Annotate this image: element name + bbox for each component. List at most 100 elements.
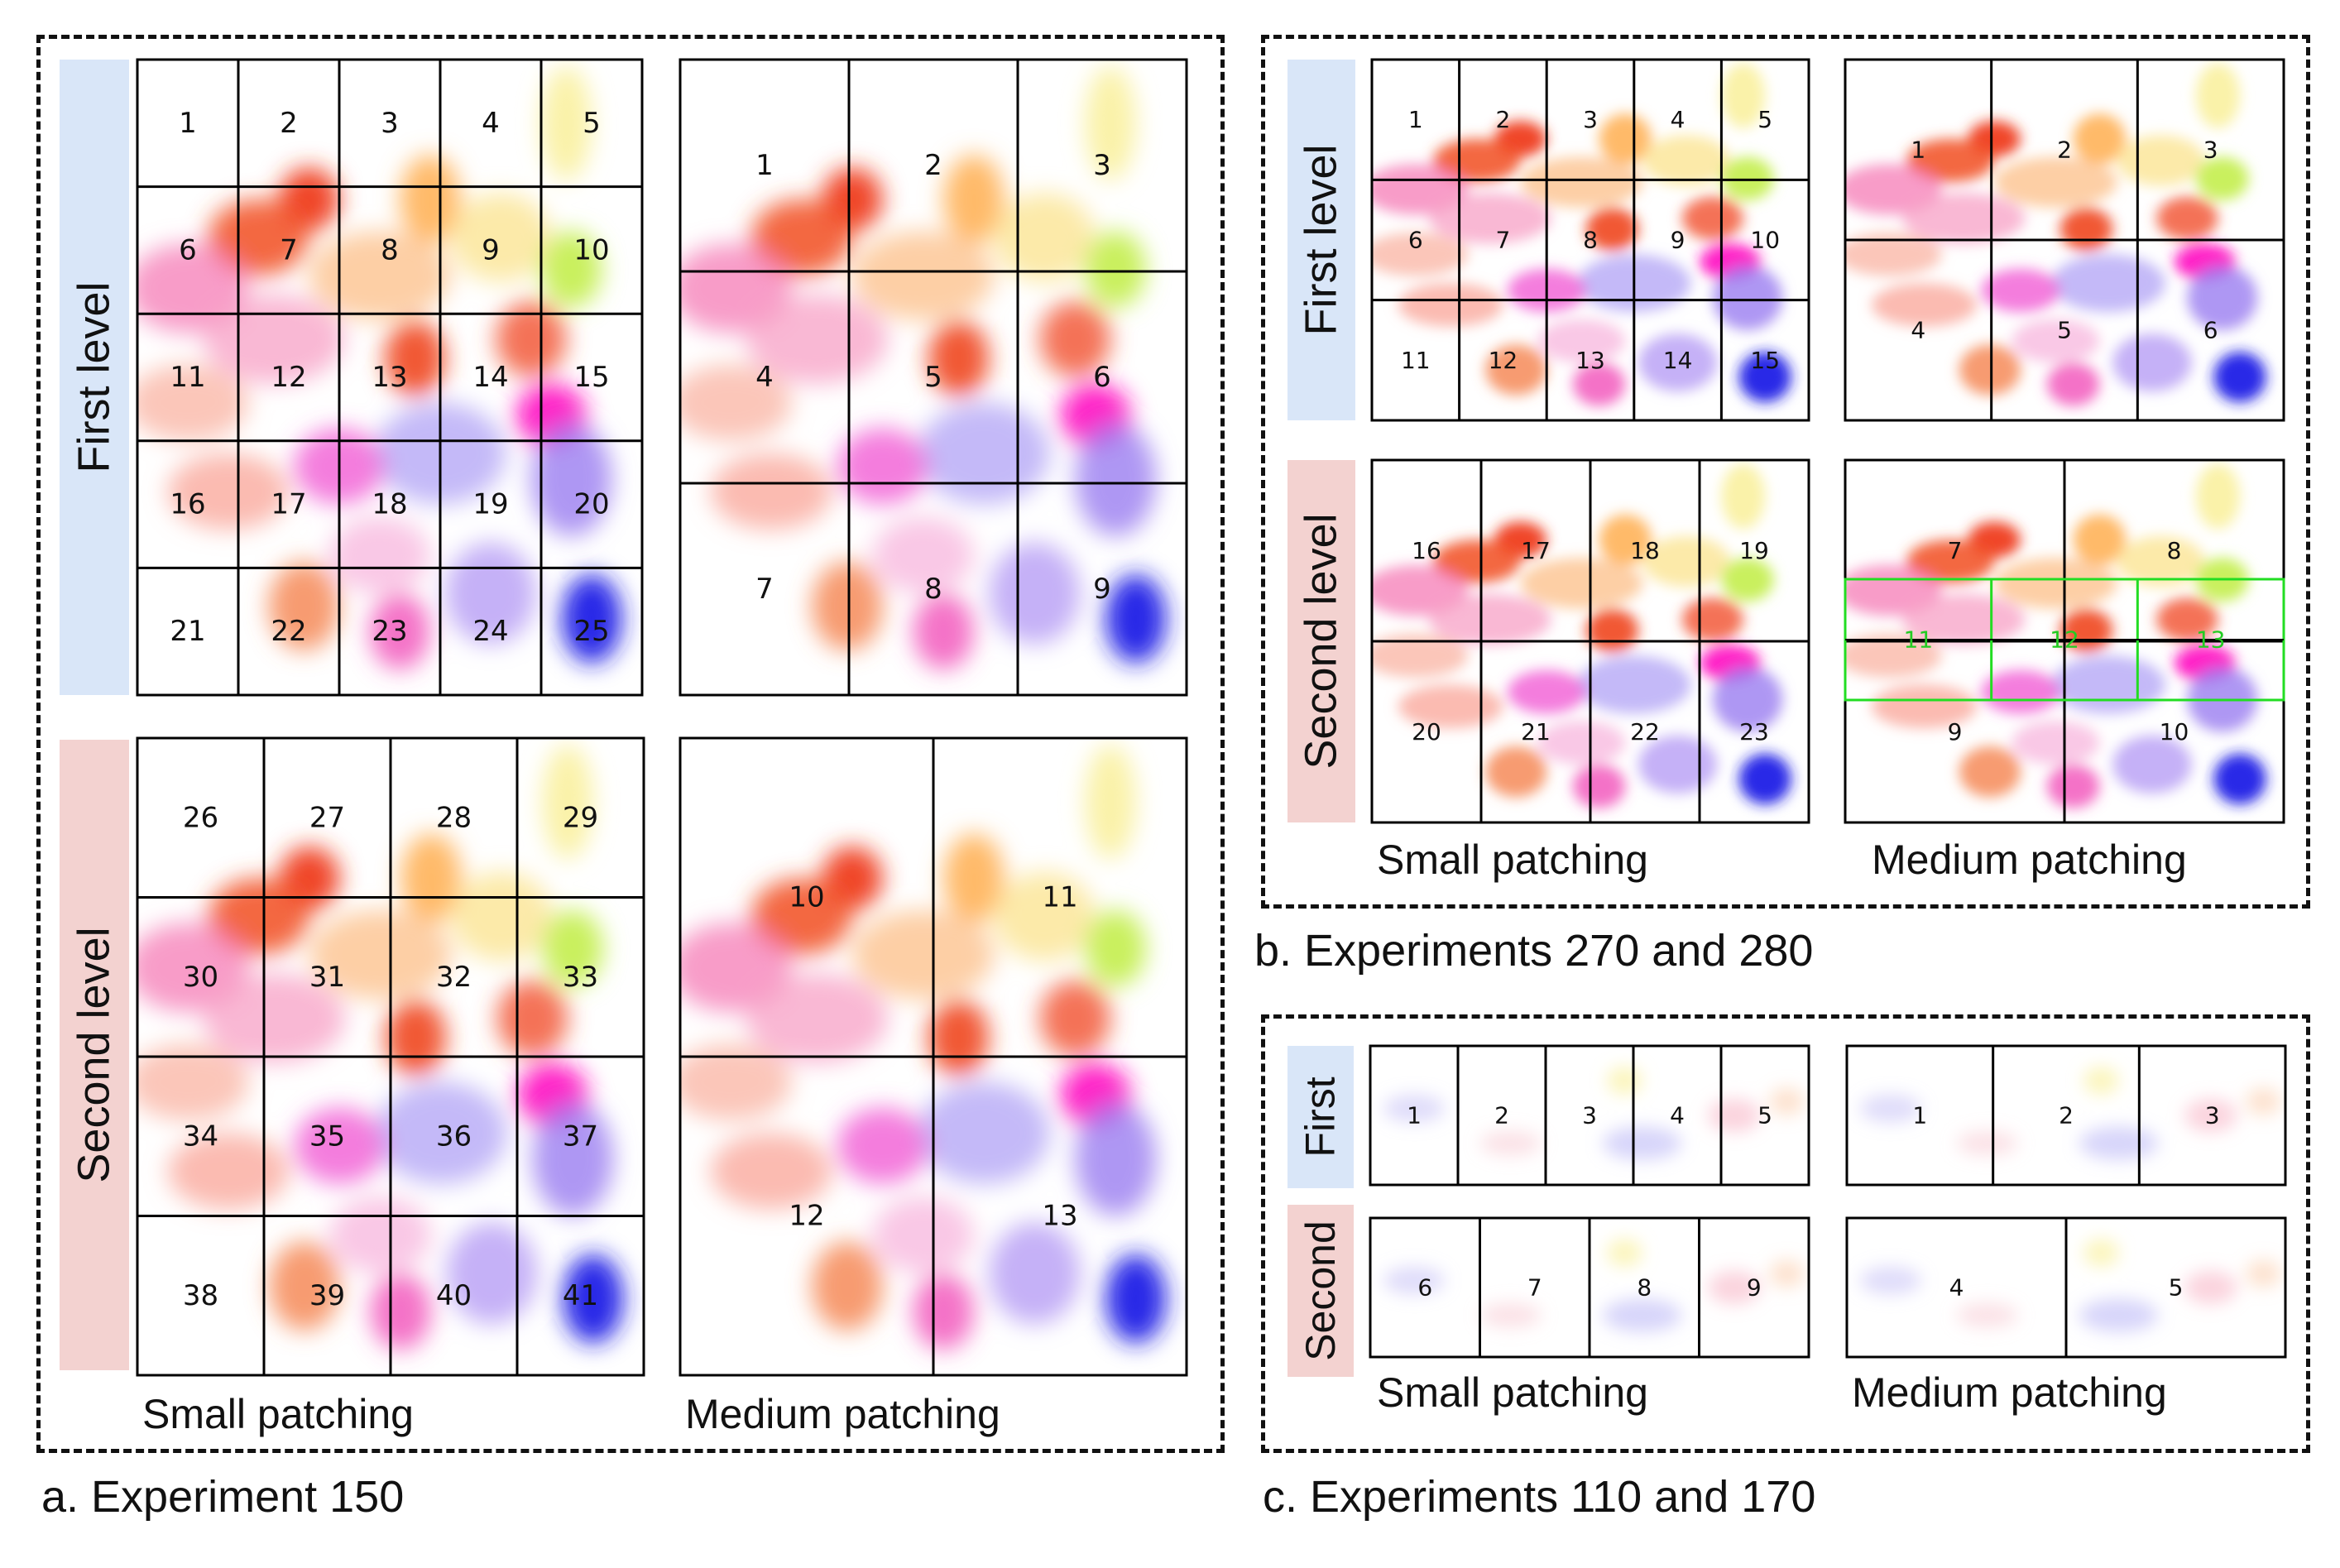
panel-b-small-second-blob-2 — [1599, 514, 1652, 566]
panel-a-medium-first-blob-16 — [837, 428, 928, 505]
panel-c-medium-second-blob-3 — [2083, 1239, 2119, 1267]
panel-c-medium-second-blob-1 — [1859, 1266, 1922, 1295]
panel-b-small-first-blob-22 — [1738, 352, 1791, 403]
panel-b-small-second-blob-15 — [1712, 666, 1783, 732]
panel-b-small-second-blob-12 — [1372, 634, 1469, 678]
panel-b-small-first-frame — [1370, 58, 1810, 422]
panel-a-first-level-text: First level — [70, 281, 119, 473]
panel-a-medium-second-number-12: 12 — [789, 1200, 824, 1233]
panel-a-small-patching-label: Small patching — [142, 1391, 414, 1437]
panel-b-small-second-blob-17 — [1398, 684, 1503, 729]
panel-b-medium-second — [1845, 463, 2266, 808]
panel-a-small-first-number-2: 2 — [280, 107, 298, 140]
panel-a-medium-second-blob-18 — [872, 1196, 974, 1273]
panel-b-medium-second-highlight-number-13: 13 — [2196, 626, 2226, 654]
panel-a-medium-patching-label: Medium patching — [685, 1391, 1000, 1437]
panel-b-small-second-number-16: 16 — [1412, 537, 1441, 564]
panel-c-medium-second-number-5: 5 — [2169, 1274, 2184, 1302]
panel-c-small-first — [1383, 1067, 1805, 1160]
panel-c-small-patching-label: Small patching — [1377, 1369, 1648, 1416]
panel-b-medium-second-number-7: 7 — [1948, 537, 1963, 564]
panel-b-small-second-number-20: 20 — [1412, 718, 1441, 746]
panel-c-medium-first-blob-6 — [2246, 1087, 2281, 1115]
panel-a-small-first-number-3: 3 — [381, 107, 399, 140]
panel-a-medium-second-blob-19 — [812, 1241, 883, 1331]
panel-b-small-first-blob-5 — [1642, 135, 1730, 186]
panel-a-small-second-number-35: 35 — [309, 1120, 345, 1153]
panel-a-small-second-number-27: 27 — [309, 801, 345, 834]
panel-b-second-level-text: Second level — [1297, 513, 1346, 770]
panel-a-medium-first-blob-19 — [812, 561, 883, 651]
panel-b-small-second-blob-11 — [1428, 594, 1551, 645]
panel-a-small-first-blob-9 — [384, 319, 446, 397]
panel-b-small-second-number-22: 22 — [1630, 718, 1660, 746]
panel-a-medium-second-flow-field — [680, 744, 1167, 1350]
panel-a-small-second-blob-14 — [375, 1081, 507, 1184]
panel-b-medium-first-blob-11 — [1901, 193, 2026, 244]
panel-a-medium-first-blob-6 — [1085, 231, 1147, 308]
panel-a-medium-first-blob-11 — [746, 295, 888, 384]
panel-a-first-level-label: First level — [60, 60, 129, 695]
panel-a-small-second-number-34: 34 — [183, 1120, 218, 1153]
panel-a-small-second-number-30: 30 — [183, 961, 218, 994]
panel-c-medium-second — [1859, 1239, 2281, 1332]
panel-b-small-second-blob-21 — [1638, 735, 1718, 794]
panel-b-small-second-number-19: 19 — [1739, 537, 1769, 564]
panel-a-medium-second-blob-6 — [1085, 909, 1147, 987]
panel-b-small-first-number-3: 3 — [1583, 106, 1598, 133]
panel-a-second-level-text: Second level — [70, 927, 119, 1183]
panel-c-first-level-label: First — [1287, 1046, 1354, 1188]
panel-a-small-first-number-24: 24 — [472, 615, 508, 648]
panel-c-medium-second-flow-field — [1859, 1239, 2281, 1332]
panel-a-small-second-number-40: 40 — [436, 1279, 472, 1312]
panel-a-medium-second-number-11: 11 — [1042, 881, 1077, 914]
panel-b-medium-first-number-3: 3 — [2203, 137, 2218, 164]
panel-b-small-first-flow-field — [1372, 63, 1791, 406]
panel-a-small-second-blob-5 — [451, 871, 553, 961]
panel-c-small-first-number-3: 3 — [1582, 1102, 1597, 1129]
panel-a-small-second-number-31: 31 — [309, 961, 345, 994]
panel-a-medium-first-blob-10 — [1039, 300, 1111, 378]
panel-b-medium-first-blob-22 — [2213, 352, 2266, 403]
panel-c-medium-second-blob-5 — [2184, 1270, 2237, 1305]
panel-b-small-second-blob-19 — [1485, 746, 1547, 798]
panel-b-small-second-blob-1 — [1721, 463, 1766, 530]
panel-c-medium-first-blob-2 — [1956, 1130, 2018, 1156]
panel-b-small-first-number-12: 12 — [1489, 347, 1518, 374]
panel-a-second-level-label: Second level — [60, 740, 129, 1370]
panel-c-small-first-blob-4 — [1602, 1126, 1682, 1160]
panel-c-medium-second-number-4: 4 — [1949, 1274, 1964, 1302]
panel-b-medium-first-blob-1 — [2196, 63, 2240, 128]
panel-a-medium-first-blob-4 — [750, 199, 853, 276]
panel-c-medium-patching-label: Medium patching — [1852, 1369, 2167, 1416]
panel-a-medium-first-blob-20 — [913, 593, 974, 670]
panel-a-medium-second-blob-14 — [918, 1081, 1050, 1184]
panel-b-medium-first-number-6: 6 — [2203, 317, 2218, 344]
panel-c-small-second-number-9: 9 — [1747, 1274, 1762, 1302]
panel-b-small-second-flow-field — [1372, 463, 1791, 808]
panel-a-medium-first-number-8: 8 — [924, 573, 942, 606]
panel-b-small-first-blob-19 — [1485, 344, 1547, 396]
panel-a-small-first-blob-19 — [268, 561, 339, 651]
panel-b-medium-second-blob-10 — [2156, 597, 2218, 641]
panel-b-small-second-number-18: 18 — [1630, 537, 1660, 564]
panel-b-medium-second-blob-20 — [2046, 764, 2100, 808]
panel-c-small-first-number-2: 2 — [1494, 1102, 1509, 1129]
panel-b-medium-second-blob-17 — [1871, 684, 1977, 729]
panel-b-small-first-number-14: 14 — [1663, 347, 1693, 374]
panel-a-small-second-number-37: 37 — [563, 1120, 598, 1153]
panel-a-small-first-blob-2 — [400, 155, 461, 244]
panel-b-small-second-blob-14 — [1577, 655, 1691, 714]
panel-a-small-first-number-12: 12 — [271, 361, 306, 394]
panel-b-small-first-number-13: 13 — [1575, 347, 1605, 374]
panel-c-small-second-blob-5 — [1708, 1270, 1761, 1305]
panel-a-small-first-blob-20 — [369, 593, 430, 670]
panel-a-small-second-number-41: 41 — [563, 1279, 598, 1312]
panel-a-small-second-blob-12 — [137, 1043, 249, 1120]
panel-a-medium-first-number-4: 4 — [755, 361, 774, 394]
panel-a-medium-first-blob-21 — [989, 542, 1081, 645]
panel-c-medium-first-frame — [1845, 1044, 2287, 1187]
panel-c-small-second-blob-2 — [1479, 1302, 1542, 1328]
panel-b-medium-second-blob-5 — [2117, 535, 2205, 587]
panel-b-small-first-number-2: 2 — [1495, 106, 1510, 133]
